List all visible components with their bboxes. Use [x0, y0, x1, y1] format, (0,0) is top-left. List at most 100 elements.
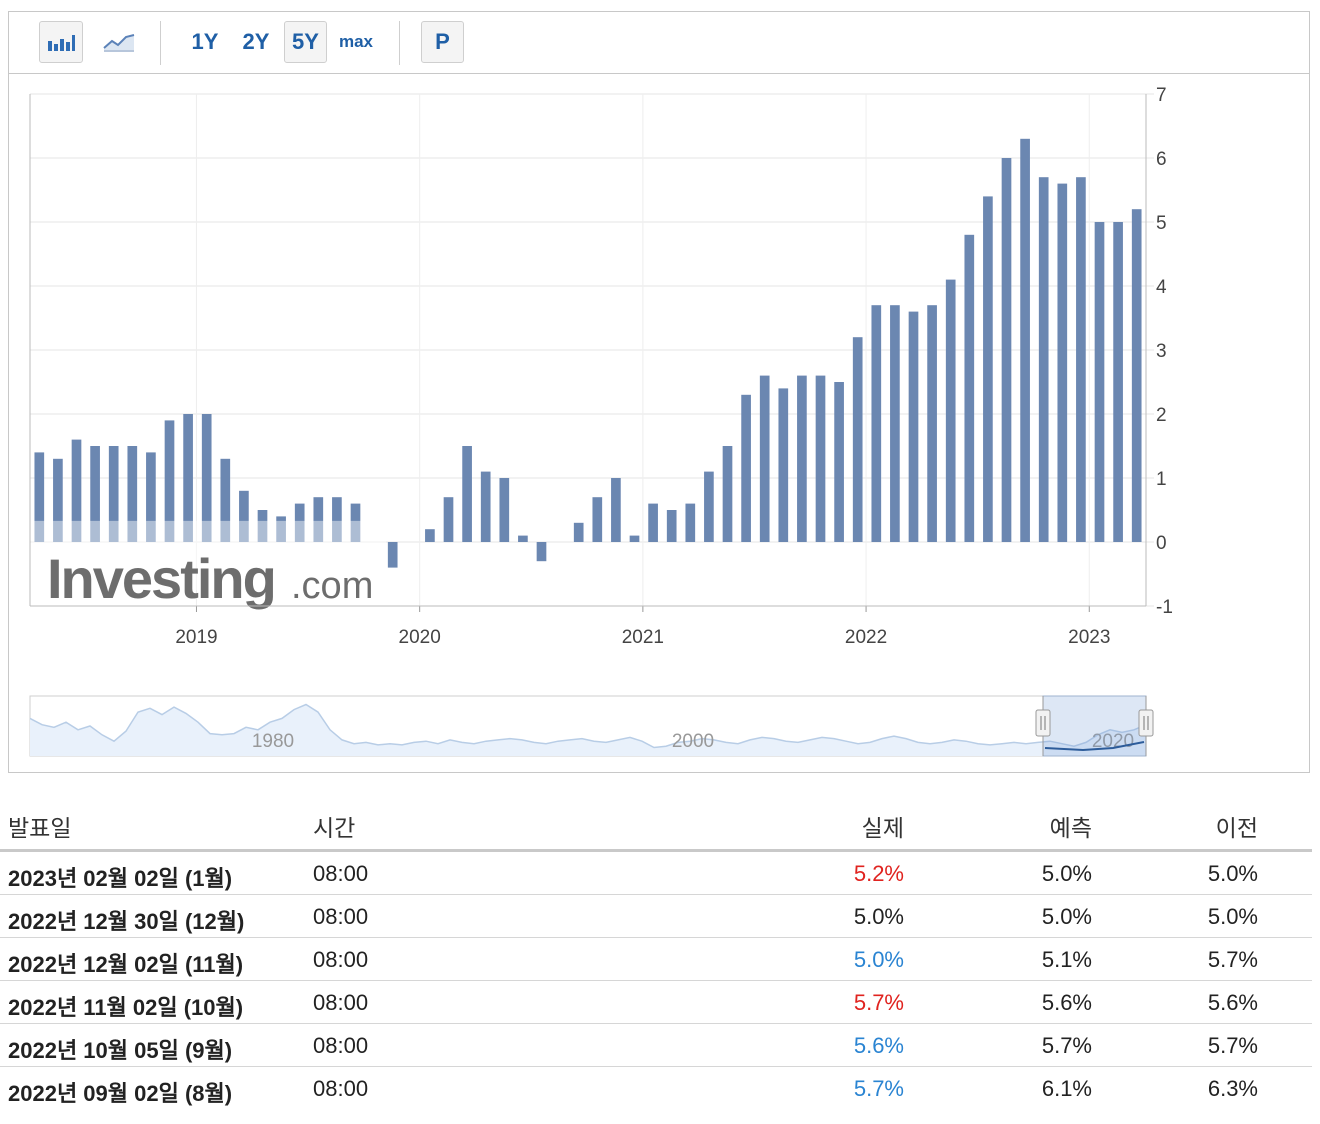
bar — [1131, 209, 1142, 542]
row-time: 08:00 — [313, 1033, 369, 1058]
row-previous: 5.6% — [1207, 990, 1258, 1015]
bar — [815, 375, 826, 542]
bar — [871, 305, 882, 542]
table-row: 2022년 11월 02일 (10월) 08:00 5.7% 5.6% 5.6% — [0, 981, 1312, 1024]
bar — [294, 503, 305, 542]
table-row: 2022년 12월 02일 (11월) 08:00 5.0% 5.1% 5.7% — [0, 938, 1312, 981]
handle-grip — [1138, 709, 1154, 737]
bar — [1057, 183, 1068, 542]
bar-chart: Investing .com 7 6 5 4 3 2 1 0 -1 2019 2020 2021 202… — [29, 85, 1173, 757]
bar — [257, 510, 268, 542]
bar — [53, 458, 63, 542]
investing-watermark: Investing .com — [47, 547, 373, 610]
bar — [945, 279, 956, 542]
navigator-handle[interactable] — [1035, 696, 1051, 756]
bar — [499, 478, 510, 542]
row-date: 2022년 11월 02일 (10월) — [8, 995, 244, 1020]
y-tick-label: -1 — [1156, 597, 1173, 618]
bar — [443, 497, 454, 542]
row-forecast: 5.0% — [1041, 861, 1092, 886]
bar — [685, 503, 696, 542]
bottom-fade — [31, 520, 386, 590]
row-actual: 5.7% — [853, 990, 904, 1015]
navigator-label: 2000 — [672, 731, 714, 752]
bar — [183, 414, 193, 542]
bar — [983, 196, 993, 542]
bar — [1038, 177, 1049, 542]
navigator-label: 1980 — [252, 731, 294, 752]
bar — [1001, 158, 1012, 542]
chart-widget: 1Y 2Y 5Y max P Investing .com 7 6 5 4 3 2 1 0 -1… — [8, 11, 1310, 773]
handle-grip — [1035, 709, 1051, 737]
range-max-button[interactable]: max — [338, 32, 374, 51]
bar — [350, 503, 361, 542]
row-time: 08:00 — [313, 861, 369, 886]
range-2y-button[interactable]: 2Y — [242, 29, 270, 54]
header-time: 시간 — [313, 815, 356, 841]
row-actual: 5.0% — [853, 904, 904, 929]
bar — [276, 516, 286, 542]
line-chart-button[interactable] — [99, 21, 139, 63]
header-actual: 실제 — [861, 815, 904, 841]
header-forecast: 예측 — [1049, 815, 1092, 841]
bar — [90, 446, 100, 542]
y-tick-label: 2 — [1156, 405, 1167, 426]
row-previous: 5.0% — [1207, 861, 1258, 886]
row-previous: 5.0% — [1207, 904, 1258, 929]
bar — [1113, 222, 1123, 542]
y-tick-label: 7 — [1156, 85, 1167, 106]
bar — [462, 446, 472, 542]
header-date: 발표일 — [8, 815, 72, 841]
y-tick-label: 6 — [1156, 149, 1167, 170]
bar — [797, 375, 807, 542]
range-5y-button[interactable]: 5Y — [284, 21, 327, 63]
x-tick-label: 2019 — [175, 627, 217, 648]
row-previous: 6.3% — [1207, 1076, 1258, 1101]
x-tick-label: 2022 — [845, 627, 887, 648]
bar — [164, 420, 175, 542]
row-time: 08:00 — [313, 1076, 369, 1101]
range-1y-button[interactable]: 1Y — [191, 29, 219, 54]
x-tick-label: 2021 — [622, 627, 664, 648]
bar-chart-button[interactable] — [39, 21, 83, 63]
bar — [852, 337, 863, 542]
y-tick-label: 5 — [1156, 213, 1167, 234]
grid — [30, 93, 1154, 607]
row-date: 2022년 12월 30일 (12월) — [8, 909, 245, 934]
bar — [741, 394, 751, 542]
p-button[interactable]: P — [421, 21, 464, 63]
bar — [704, 471, 714, 542]
table-body: 2023년 02월 02일 (1월) 08:00 5.2% 5.0% 5.0% 2022년… — [0, 852, 1312, 1110]
watermark-band — [31, 520, 386, 590]
y-tick-label: 0 — [1156, 533, 1167, 554]
bar — [648, 503, 658, 542]
navigator-handle[interactable] — [1138, 696, 1154, 756]
bar — [71, 439, 82, 542]
bar — [220, 458, 231, 542]
navigator-line — [29, 703, 1147, 749]
y-tick-label: 4 — [1156, 277, 1167, 298]
bar — [629, 535, 640, 542]
row-forecast: 6.1% — [1041, 1076, 1092, 1101]
row-previous: 5.7% — [1207, 947, 1258, 972]
bar — [34, 452, 45, 542]
bar — [927, 305, 937, 542]
row-forecast: 5.1% — [1041, 947, 1092, 972]
bar — [573, 522, 584, 542]
bar — [387, 542, 398, 568]
bar — [536, 542, 547, 562]
bar — [108, 446, 119, 542]
bar — [332, 497, 342, 542]
navigator[interactable]: 198020002020 — [29, 695, 1154, 757]
row-actual: 5.2% — [853, 861, 904, 886]
row-actual: 5.7% — [853, 1076, 904, 1101]
bar — [611, 478, 621, 542]
bar — [201, 414, 212, 542]
x-tick-label: 2023 — [1068, 627, 1110, 648]
bar — [313, 497, 324, 542]
header-previous: 이전 — [1215, 815, 1258, 841]
axes: 7 6 5 4 3 2 1 0 -1 2019 2020 2021 2022 2023 — [29, 85, 1173, 648]
bar — [1094, 222, 1105, 542]
row-actual: 5.6% — [853, 1033, 904, 1058]
bar — [759, 375, 770, 542]
